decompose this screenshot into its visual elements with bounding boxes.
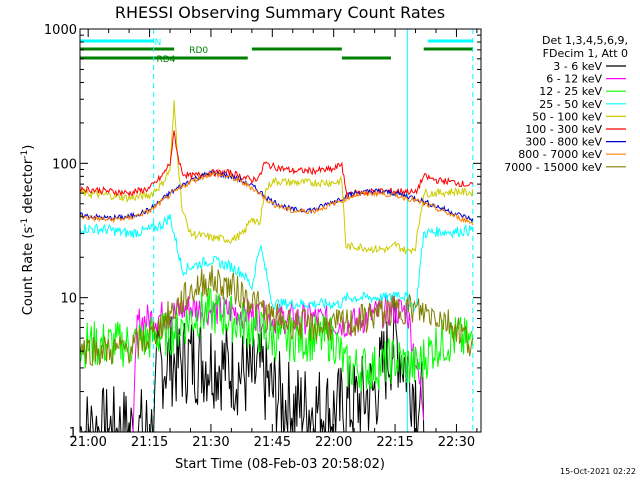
series-line-12-25-kev bbox=[80, 287, 474, 392]
legend-header-line: Det 1,3,4,5,6,9, bbox=[542, 34, 628, 47]
y-tick-label: 1000 bbox=[44, 23, 77, 38]
series-line-25-50-kev bbox=[80, 213, 474, 313]
legend-label-50-100-kev: 50 - 100 keV bbox=[532, 110, 602, 123]
series-line-6-12-kev bbox=[132, 295, 425, 432]
flag-bars: N RD0 RD4 bbox=[80, 38, 473, 65]
y-axis-label-sup2: -1 bbox=[20, 150, 30, 159]
legend-label-12-25-kev: 12 - 25 keV bbox=[539, 85, 602, 98]
legend: Det 1,3,4,5,6,9,FDecim 1, Att 03 - 6 keV… bbox=[504, 34, 628, 174]
data-series bbox=[80, 100, 474, 432]
x-tick-label: 22:00 bbox=[315, 435, 352, 450]
legend-label-25-50-kev: 25 - 50 keV bbox=[539, 98, 602, 111]
plot-frame bbox=[79, 28, 482, 433]
legend-label-100-300-kev: 100 - 300 keV bbox=[525, 123, 602, 136]
x-tick-label: 21:15 bbox=[131, 435, 168, 450]
x-axis-label: Start Time (08-Feb-03 20:58:02) bbox=[175, 457, 385, 472]
legend-label-3-6-kev: 3 - 6 keV bbox=[553, 60, 602, 73]
y-axis-label-part1: Count Rate (s bbox=[21, 227, 36, 316]
legend-label-7000-15000-kev: 7000 - 15000 keV bbox=[504, 161, 602, 174]
legend-label-6-12-kev: 6 - 12 keV bbox=[546, 73, 602, 86]
series-line-3-6-kev bbox=[80, 295, 425, 432]
flag-label-rd0: RD0 bbox=[189, 46, 208, 56]
y-tick-label: 10 bbox=[60, 292, 77, 307]
axes: 21:00 21:15 21:30 21:45 22:00 22:15 22:30 1 10 10… bbox=[44, 23, 482, 450]
series-line-50-100-kev bbox=[80, 100, 474, 255]
y-axis-label-part3: ) bbox=[21, 145, 36, 150]
series-line-800-7000-kev bbox=[80, 170, 474, 226]
x-tick-label: 21:00 bbox=[69, 435, 106, 450]
y-axis-label: Count Rate (s-1 detector-1) bbox=[20, 145, 36, 316]
legend-label-800-7000-kev: 800 - 7000 keV bbox=[518, 148, 602, 161]
x-tick-label: 22:30 bbox=[438, 435, 475, 450]
y-axis-label-part2: detector bbox=[21, 158, 36, 218]
x-tick-label: 21:45 bbox=[254, 435, 291, 450]
flag-label-rd4: RD4 bbox=[156, 55, 175, 65]
y-tick-label: 1 bbox=[69, 426, 77, 441]
series-line-100-300-kev bbox=[80, 130, 474, 198]
y-axis-label-sup1: -1 bbox=[20, 218, 30, 227]
series-line-7000-15000-kev bbox=[80, 265, 474, 367]
x-tick-label: 22:15 bbox=[376, 435, 413, 450]
legend-label-300-800-kev: 300 - 800 keV bbox=[525, 136, 602, 149]
flag-label-n: N bbox=[155, 38, 162, 48]
y-tick-label: 100 bbox=[52, 157, 77, 172]
legend-header-line: FDecim 1, Att 0 bbox=[543, 47, 628, 60]
chart-title: RHESSI Observing Summary Count Rates bbox=[115, 3, 445, 22]
footer-date: 15-Oct-2021 02:22 bbox=[560, 467, 636, 476]
x-tick-label: 21:30 bbox=[192, 435, 229, 450]
